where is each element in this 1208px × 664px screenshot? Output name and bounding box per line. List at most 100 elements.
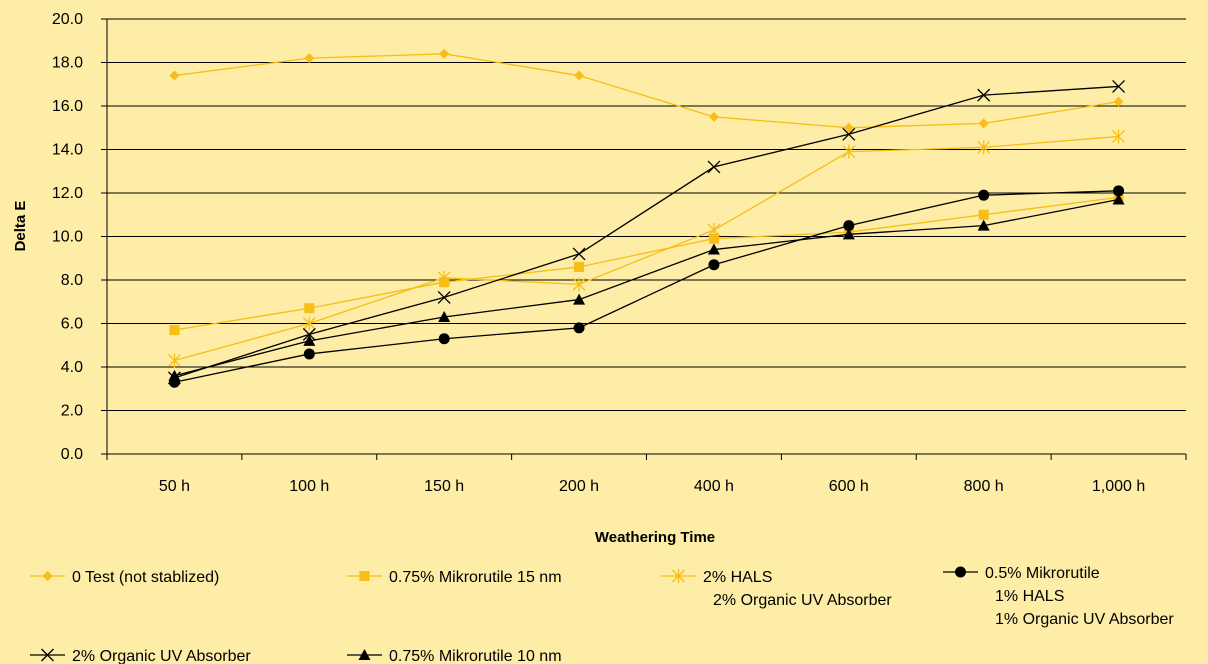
legend-marker <box>672 569 685 583</box>
legend-label: 1% HALS <box>995 588 1064 605</box>
legend-marker <box>955 566 966 578</box>
data-point <box>707 160 721 174</box>
legend-item-2: 0.75% Mikrorutile 15 nm <box>347 569 562 586</box>
y-tick-label: 2.0 <box>61 403 83 420</box>
y-axis-title: Delta E <box>12 201 29 252</box>
series-4 <box>168 185 1125 388</box>
data-point <box>573 322 585 334</box>
legend-marker <box>358 649 371 660</box>
legend-item-1: 0 Test (not stablized) <box>30 569 219 586</box>
data-point <box>978 209 989 220</box>
data-point <box>438 310 451 322</box>
legend-label: 1% Organic UV Absorber <box>995 611 1174 628</box>
x-axis-ticks: 50 h 100 h 150 h 200 h 400 h 600 h 800 h 1,000 … <box>106 454 1187 495</box>
x-tick-label: 100 h <box>289 478 329 495</box>
legend-label: 2% Organic UV Absorber <box>72 648 251 664</box>
series-line <box>174 85 1119 379</box>
data-point <box>1113 96 1124 107</box>
data-point <box>843 122 854 133</box>
data-point <box>303 334 316 346</box>
y-tick-label: 6.0 <box>61 316 83 333</box>
y-tick-label: 12.0 <box>52 185 83 202</box>
series-line <box>174 190 1119 383</box>
data-point <box>708 111 719 122</box>
data-point <box>572 247 586 261</box>
legend-label: 0.5% Mikrorutile <box>985 565 1100 582</box>
data-point <box>977 219 990 231</box>
data-point <box>1113 185 1125 197</box>
y-tick-label: 14.0 <box>52 142 83 159</box>
y-tick-label: 20.0 <box>52 11 83 28</box>
legend-item-5: 2% Organic UV Absorber <box>30 648 251 664</box>
data-point <box>843 220 855 232</box>
data-point <box>438 333 450 345</box>
legend-item-3: 2% HALS 2% Organic UV Absorber <box>661 569 892 609</box>
y-tick-label: 18.0 <box>52 55 83 72</box>
series-line <box>174 196 1119 331</box>
series-line <box>174 53 1119 129</box>
data-point <box>302 316 316 331</box>
y-tick-label: 16.0 <box>52 98 83 115</box>
data-point <box>437 290 451 304</box>
legend-label: 2% Organic UV Absorber <box>713 592 892 609</box>
series-1 <box>169 48 1124 133</box>
data-point <box>167 353 181 368</box>
data-point <box>573 293 586 305</box>
data-point <box>978 118 989 129</box>
data-point <box>1112 129 1126 144</box>
legend-item-6: 0.75% Mikrorutile 10 nm <box>347 648 562 664</box>
gridlines <box>106 18 1186 455</box>
x-tick-label: 150 h <box>424 478 464 495</box>
series-6 <box>168 193 1125 381</box>
series-line <box>174 198 1119 377</box>
y-tick-label: 10.0 <box>52 229 83 246</box>
data-point <box>302 327 316 341</box>
data-point <box>842 127 856 141</box>
series-3 <box>167 129 1126 368</box>
data-point <box>168 369 181 381</box>
data-point <box>304 53 315 64</box>
series-line <box>174 135 1119 362</box>
series-5 <box>167 79 1126 385</box>
x-tick-label: 600 h <box>829 478 869 495</box>
data-point <box>572 277 586 292</box>
legend-label: 2% HALS <box>703 569 772 586</box>
data-point <box>439 48 450 59</box>
data-point <box>842 228 855 240</box>
legend-item-4: 0.5% Mikrorutile 1% HALS 1% Organic UV Abs… <box>943 565 1174 628</box>
data-point <box>978 189 990 201</box>
legend-marker <box>42 571 53 581</box>
x-tick-label: 400 h <box>694 478 734 495</box>
data-point <box>574 261 585 272</box>
data-point <box>304 303 315 314</box>
data-point <box>977 140 991 155</box>
data-point <box>708 233 719 244</box>
x-axis-title: Weathering Time <box>595 529 715 546</box>
data-point <box>708 259 720 271</box>
x-tick-label: 200 h <box>559 478 599 495</box>
legend-marker <box>41 648 54 662</box>
data-point <box>707 243 720 255</box>
legend-label: 0.75% Mikrorutile 10 nm <box>389 648 562 664</box>
data-point <box>977 88 991 102</box>
data-point <box>169 70 180 81</box>
data-point <box>842 144 856 159</box>
data-point <box>707 222 721 237</box>
y-tick-label: 0.0 <box>61 446 83 463</box>
x-tick-label: 800 h <box>964 478 1004 495</box>
data-point <box>1112 79 1126 93</box>
legend-label: 0 Test (not stablized) <box>72 569 219 586</box>
legend-label: 0.75% Mikrorutile 15 nm <box>389 569 562 586</box>
y-tick-label: 4.0 <box>61 359 83 376</box>
legend-marker <box>359 571 370 581</box>
data-point <box>303 348 315 360</box>
y-axis-ticks: 0.0 2.0 4.0 6.0 8.0 10.0 12.0 14.0 16.0 18.0 20.0 <box>52 11 107 463</box>
data-point <box>1112 193 1125 205</box>
series-lines <box>167 48 1126 388</box>
legend: 0 Test (not stablized) 0.75% Mikrorutile … <box>30 565 1174 664</box>
series-2 <box>169 192 1124 336</box>
data-point <box>169 325 180 336</box>
data-point <box>574 70 585 81</box>
